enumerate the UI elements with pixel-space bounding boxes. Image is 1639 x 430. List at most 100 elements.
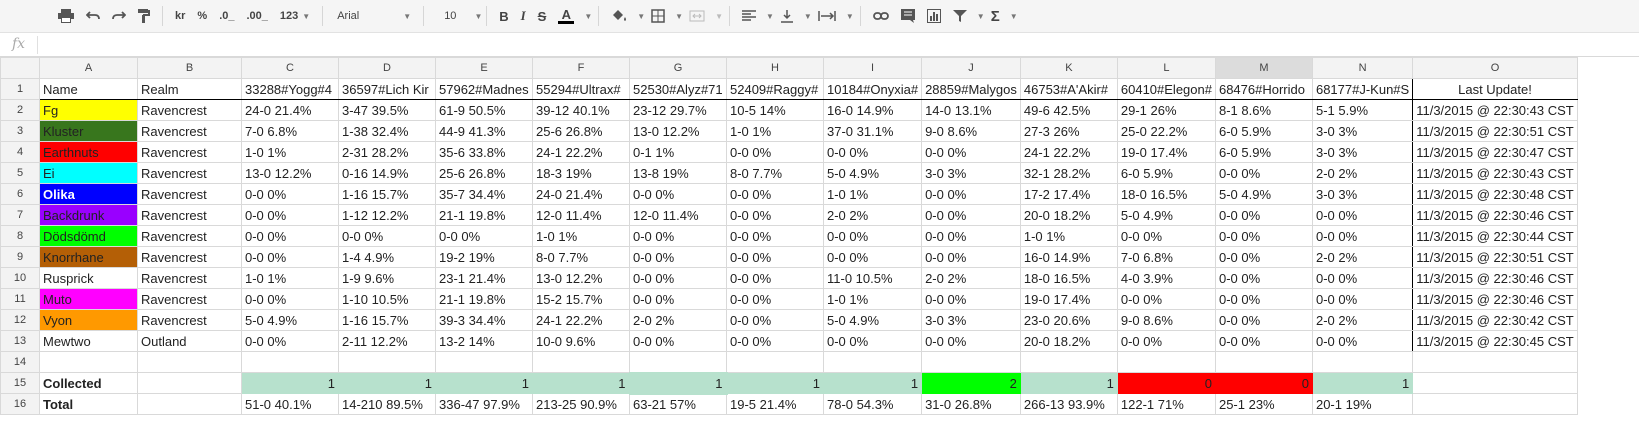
cell-l6[interactable]: 18-0 16.5% (1116, 183, 1216, 205)
cell-m8[interactable]: 0-0 0% (1214, 225, 1313, 247)
cell-h8[interactable]: 0-0 0% (726, 225, 824, 247)
row-header-10[interactable]: 10 (0, 267, 40, 289)
cell-n4[interactable]: 3-0 3% (1311, 141, 1414, 163)
column-header-k[interactable]: K (1019, 57, 1118, 79)
cell-b6[interactable]: Ravencrest (137, 183, 242, 205)
cell-g16[interactable]: 63-21 57% (629, 393, 727, 415)
cell-b1[interactable]: Realm (137, 78, 242, 100)
cell-d10[interactable]: 1-9 9.6% (338, 267, 436, 289)
cell-m12[interactable]: 0-0 0% (1214, 309, 1313, 331)
cell-f14[interactable] (532, 351, 630, 373)
cell-i12[interactable]: 5-0 4.9% (822, 309, 923, 331)
cell-c13[interactable]: 0-0 0% (241, 330, 339, 352)
cell-m4[interactable]: 6-0 5.9% (1214, 141, 1313, 163)
cell-g4[interactable]: 0-1 1% (629, 141, 727, 163)
cell-o14[interactable] (1412, 351, 1578, 373)
cell-j11[interactable]: 0-0 0% (921, 288, 1021, 310)
cell-e14[interactable] (435, 351, 533, 373)
cell-c16[interactable]: 51-0 40.1% (241, 393, 339, 415)
cell-d14[interactable] (338, 351, 436, 373)
chevron-down-icon[interactable]: ▼ (766, 11, 774, 21)
column-header-c[interactable]: C (241, 57, 339, 79)
cell-j4[interactable]: 0-0 0% (921, 141, 1021, 163)
cell-d16[interactable]: 14-210 89.5% (338, 393, 436, 415)
cell-e11[interactable]: 21-1 19.8% (435, 288, 533, 310)
cell-k10[interactable]: 18-0 16.5% (1019, 267, 1118, 289)
horizontal-align-icon[interactable] (736, 4, 762, 28)
cell-g1[interactable]: 52530#Alyz#71 (629, 78, 727, 100)
cell-o16[interactable] (1412, 393, 1578, 415)
row-header-16[interactable]: 16 (0, 393, 40, 415)
cell-o5[interactable]: 11/3/2015 @ 22:30:43 CST (1412, 162, 1578, 184)
cell-o12[interactable]: 11/3/2015 @ 22:30:42 CST (1412, 309, 1578, 331)
cell-n8[interactable]: 0-0 0% (1311, 225, 1414, 247)
cell-j10[interactable]: 2-0 2% (921, 267, 1021, 289)
cell-k15[interactable]: 1 (1019, 372, 1118, 394)
percent-button[interactable]: % (197, 10, 208, 22)
cell-k3[interactable]: 27-3 26% (1019, 120, 1118, 142)
cell-l14[interactable] (1116, 351, 1216, 373)
cell-b16[interactable] (137, 393, 242, 415)
cell-n14[interactable] (1311, 351, 1414, 373)
cell-m14[interactable] (1214, 351, 1313, 373)
cell-j15[interactable]: 2 (921, 372, 1021, 394)
cell-e13[interactable]: 13-2 14% (435, 330, 533, 352)
cell-j6[interactable]: 0-0 0% (921, 183, 1021, 205)
cell-l3[interactable]: 25-0 22.2% (1116, 120, 1216, 142)
cell-k7[interactable]: 20-0 18.2% (1019, 204, 1118, 226)
cell-m11[interactable]: 0-0 0% (1214, 288, 1313, 310)
cell-n13[interactable]: 0-0 0% (1311, 330, 1414, 352)
cell-c3[interactable]: 7-0 6.8% (241, 120, 339, 142)
column-header-o[interactable]: O (1412, 57, 1578, 79)
cell-j3[interactable]: 9-0 8.6% (921, 120, 1021, 142)
row-header-15[interactable]: 15 (0, 372, 40, 394)
row-header-12[interactable]: 12 (0, 309, 40, 331)
cell-f10[interactable]: 13-0 12.2% (532, 267, 630, 289)
column-header-i[interactable]: I (822, 57, 923, 79)
cell-n12[interactable]: 2-0 2% (1311, 309, 1414, 331)
row-header-7[interactable]: 7 (0, 204, 40, 226)
cell-g3[interactable]: 13-0 12.2% (629, 120, 727, 142)
cell-o15[interactable] (1412, 372, 1578, 394)
cell-a3[interactable]: Kluster (39, 120, 138, 142)
strikethrough-button[interactable]: S (537, 8, 547, 24)
cell-c9[interactable]: 0-0 0% (241, 246, 339, 268)
cell-h6[interactable]: 0-0 0% (726, 183, 824, 205)
cell-a13[interactable]: Mewtwo (39, 330, 138, 352)
vertical-align-icon[interactable] (774, 4, 800, 28)
cell-n3[interactable]: 3-0 3% (1311, 120, 1414, 142)
chart-icon[interactable] (921, 4, 947, 28)
cell-i11[interactable]: 1-0 1% (822, 288, 923, 310)
cell-i13[interactable]: 0-0 0% (822, 330, 923, 352)
chevron-down-icon[interactable]: ▼ (845, 11, 854, 21)
cell-e9[interactable]: 19-2 19% (435, 246, 533, 268)
row-header-6[interactable]: 6 (0, 183, 40, 205)
cell-l2[interactable]: 29-1 26% (1116, 99, 1216, 121)
cell-m1[interactable]: 68476#Horrido (1214, 78, 1313, 100)
cell-b3[interactable]: Ravencrest (137, 120, 242, 142)
cell-d5[interactable]: 0-16 14.9% (338, 162, 436, 184)
cell-d1[interactable]: 36597#Lich Kir (338, 78, 436, 100)
functions-button[interactable]: Σ (990, 7, 1000, 25)
bold-button[interactable]: B (499, 8, 509, 24)
filter-icon[interactable] (947, 4, 973, 28)
cell-l11[interactable]: 0-0 0% (1116, 288, 1216, 310)
cell-o9[interactable]: 11/3/2015 @ 22:30:51 CST (1412, 246, 1578, 268)
cell-c15[interactable]: 1 (241, 372, 339, 394)
cell-n7[interactable]: 0-0 0% (1311, 204, 1414, 226)
cell-h7[interactable]: 0-0 0% (726, 204, 824, 226)
cell-j14[interactable] (921, 351, 1021, 373)
cell-j12[interactable]: 3-0 3% (921, 309, 1021, 331)
cell-f4[interactable]: 24-1 22.2% (532, 141, 630, 163)
cell-e7[interactable]: 21-1 19.8% (435, 204, 533, 226)
cell-o11[interactable]: 11/3/2015 @ 22:30:46 CST (1412, 288, 1578, 310)
cell-e15[interactable]: 1 (435, 372, 533, 394)
cell-n9[interactable]: 2-0 2% (1311, 246, 1414, 268)
cell-i7[interactable]: 2-0 2% (822, 204, 923, 226)
cell-i16[interactable]: 78-0 54.3% (822, 393, 923, 415)
column-header-a[interactable]: A (39, 57, 138, 79)
font-select[interactable]: Arial ▼ (329, 4, 417, 28)
cell-l16[interactable]: 122-1 71% (1116, 393, 1216, 415)
cell-n5[interactable]: 2-0 2% (1311, 162, 1414, 184)
cell-k6[interactable]: 17-2 17.4% (1019, 183, 1118, 205)
